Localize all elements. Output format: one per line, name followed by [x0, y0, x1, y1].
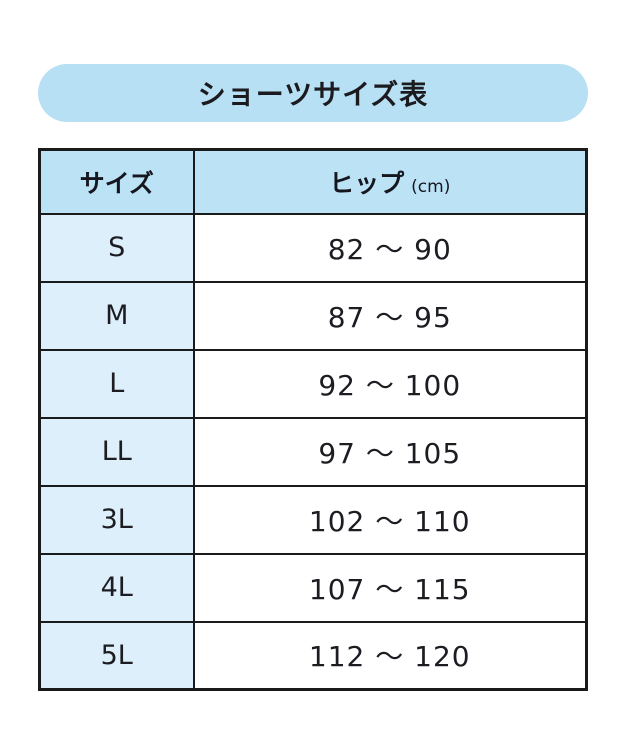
table-header: サイズ ヒップ (cm): [38, 148, 588, 215]
size-cell: LL: [38, 416, 195, 487]
hip-cell: 97 〜 105: [192, 416, 588, 487]
header-size: サイズ: [38, 148, 195, 215]
size-cell: 4L: [38, 552, 195, 623]
table-row: LL 97 〜 105: [38, 416, 588, 487]
header-hip-unit: (cm): [411, 176, 451, 197]
table-row: 4L 107 〜 115: [38, 552, 588, 623]
size-cell: 3L: [38, 484, 195, 555]
hip-cell: 82 〜 90: [192, 212, 588, 283]
hip-cell: 92 〜 100: [192, 348, 588, 419]
title-banner: ショーツサイズ表: [38, 64, 588, 122]
table-body: S 82 〜 90 M 87 〜 95 L 92 〜 100 LL 97 〜 1…: [38, 212, 588, 691]
hip-cell: 87 〜 95: [192, 280, 588, 351]
hip-cell: 102 〜 110: [192, 484, 588, 555]
size-chart-table: サイズ ヒップ (cm) S 82 〜 90 M 87 〜 95 L 92 〜 1…: [38, 148, 588, 691]
header-row: サイズ ヒップ (cm): [38, 148, 588, 215]
table-row: 5L 112 〜 120: [38, 620, 588, 691]
header-hip: ヒップ (cm): [192, 148, 588, 215]
size-cell: 5L: [38, 620, 195, 691]
page-title: ショーツサイズ表: [197, 78, 429, 111]
hip-cell: 107 〜 115: [192, 552, 588, 623]
size-cell: M: [38, 280, 195, 351]
table-row: M 87 〜 95: [38, 280, 588, 351]
table-row: L 92 〜 100: [38, 348, 588, 419]
table-row: 3L 102 〜 110: [38, 484, 588, 555]
header-hip-label: ヒップ: [329, 168, 405, 198]
size-cell: S: [38, 212, 195, 283]
size-cell: L: [38, 348, 195, 419]
table-row: S 82 〜 90: [38, 212, 588, 283]
hip-cell: 112 〜 120: [192, 620, 588, 691]
